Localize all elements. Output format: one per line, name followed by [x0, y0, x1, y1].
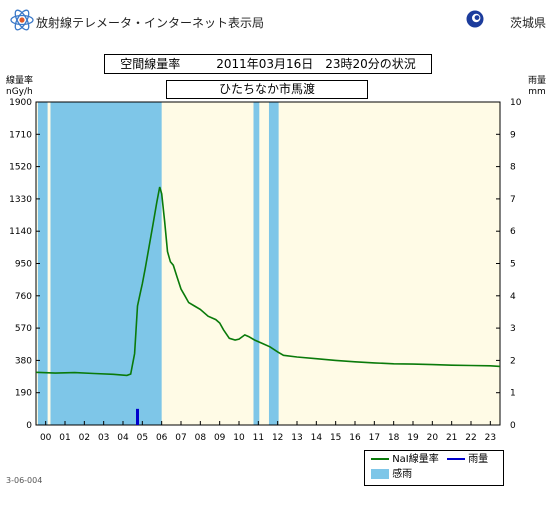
y-tick-label: 0 [26, 421, 32, 431]
y2-tick-label: 7 [510, 195, 516, 205]
x-tick-label: 07 [175, 433, 186, 443]
prefecture-emblem-icon [466, 10, 484, 28]
left-axis-label-line1: 線量率 [6, 76, 34, 86]
x-tick-label: 10 [233, 433, 245, 443]
y-tick-label: 190 [15, 389, 32, 399]
y2-tick-label: 9 [510, 130, 516, 140]
y2-tick-label: 10 [510, 98, 522, 108]
x-tick-label: 00 [40, 433, 52, 443]
y2-tick-label: 6 [510, 227, 516, 237]
x-tick-label: 03 [98, 433, 109, 443]
x-tick-label: 16 [349, 433, 361, 443]
legend-swatch-line [371, 458, 389, 460]
y2-tick-label: 3 [510, 324, 516, 334]
page-title: 放射線テレメータ・インターネット表示局 [36, 16, 265, 30]
x-tick-label: 13 [291, 433, 302, 443]
x-tick-label: 11 [253, 433, 264, 443]
x-tick-label: 02 [79, 433, 90, 443]
y2-tick-label: 0 [510, 421, 516, 431]
rain-period-band [253, 102, 260, 425]
rain-period-band [50, 102, 162, 425]
legend-swatch-sense [371, 469, 389, 479]
chart-legend: NaI線量率 雨量 感雨 [364, 450, 504, 486]
x-tick-label: 12 [272, 433, 283, 443]
station-code: 3-06-004 [6, 476, 43, 485]
legend-item-nai: NaI線量率 [371, 453, 439, 467]
y2-tick-label: 2 [510, 356, 516, 366]
y-tick-label: 570 [15, 324, 32, 334]
plot-frame [35, 101, 501, 426]
rain-period-band [268, 102, 279, 425]
y-tick-label: 1140 [9, 227, 32, 237]
legend-label-nai: NaI線量率 [392, 454, 439, 465]
y2-tick-label: 4 [510, 292, 516, 302]
x-tick-label: 22 [465, 433, 476, 443]
y-tick-label: 1900 [9, 98, 32, 108]
y-tick-label: 760 [15, 292, 32, 302]
plot-area [36, 102, 500, 425]
prefecture-name: 茨城県 [509, 16, 546, 30]
x-tick-label: 14 [311, 433, 323, 443]
right-axis-label: 雨量 mm [528, 76, 546, 98]
x-tick-label: 01 [59, 433, 70, 443]
rainfall-bar [136, 408, 139, 425]
y2-tick-label: 1 [510, 389, 516, 399]
y2-tick-label: 5 [510, 260, 516, 270]
y2-tick-label: 8 [510, 163, 516, 173]
y-tick-label: 1330 [9, 195, 32, 205]
legend-item-rain: 雨量 [447, 453, 488, 467]
nai-dose-rate-line [35, 186, 501, 377]
legend-label-sense: 感雨 [392, 469, 413, 480]
legend-label-rain: 雨量 [468, 454, 489, 465]
rain-period-band [37, 102, 48, 425]
y-tick-label: 1520 [9, 163, 32, 173]
x-tick-label: 20 [427, 433, 439, 443]
y-tick-label: 950 [15, 260, 32, 270]
x-tick-label: 17 [369, 433, 380, 443]
x-tick-label: 06 [156, 433, 168, 443]
y-tick-label: 1710 [9, 130, 32, 140]
atom-logo-icon [10, 9, 34, 31]
y-tick-label: 380 [15, 356, 32, 366]
x-tick-label: 18 [388, 433, 400, 443]
left-axis-label-line2: nGy/h [6, 87, 33, 97]
x-tick-label: 09 [214, 433, 226, 443]
x-tick-label: 21 [446, 433, 457, 443]
x-tick-label: 04 [117, 433, 129, 443]
left-axis-label: 線量率 nGy/h [6, 76, 33, 98]
x-tick-label: 19 [407, 433, 419, 443]
legend-swatch-rain [447, 458, 465, 460]
x-tick-label: 05 [137, 433, 148, 443]
x-tick-label: 23 [485, 433, 496, 443]
chart-title: 空間線量率 2011年03月16日 23時20分の状況 [104, 54, 432, 74]
right-axis-label-line2: mm [528, 87, 546, 97]
x-tick-label: 15 [330, 433, 341, 443]
station-name: ひたちなか市馬渡 [166, 80, 368, 99]
right-axis-label-line1: 雨量 [528, 76, 547, 86]
legend-item-sense: 感雨 [371, 468, 412, 482]
x-tick-label: 08 [195, 433, 207, 443]
